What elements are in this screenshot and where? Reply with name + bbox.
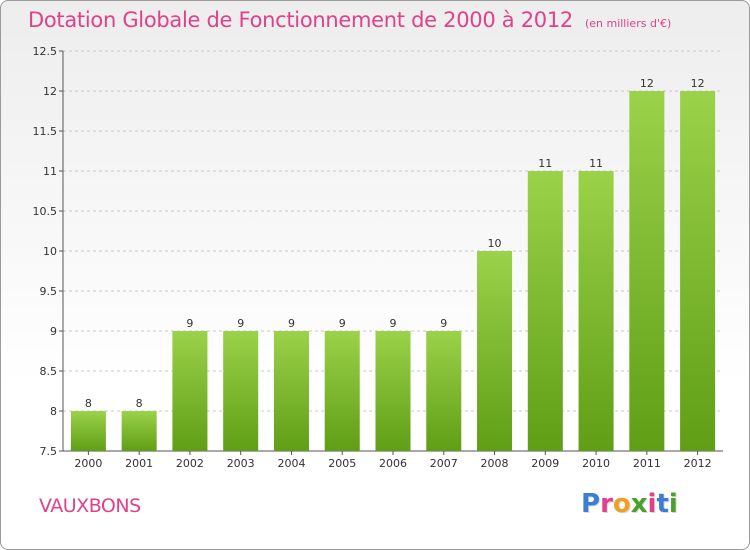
unit-note: (en milliers d'€)	[584, 17, 672, 30]
chart-title-text: Dotation Globale de Fonctionnement de 20…	[28, 8, 573, 32]
x-tick-label: 2001	[125, 457, 153, 470]
bar	[273, 331, 309, 451]
bar	[375, 331, 411, 451]
logo-letter: P	[581, 489, 601, 519]
y-tick-label: 11	[43, 165, 57, 178]
bar-value-label: 11	[538, 157, 552, 170]
bar	[629, 91, 665, 451]
bar	[70, 411, 106, 451]
x-tick-label: 2000	[74, 457, 102, 470]
y-tick-label: 8.5	[40, 365, 58, 378]
y-tick-label: 8	[50, 405, 57, 418]
x-tick-label: 2011	[633, 457, 661, 470]
x-tick-label: 2004	[277, 457, 305, 470]
logo-letter: t	[656, 489, 669, 519]
y-tick-label: 10.5	[33, 205, 58, 218]
y-tick-label: 7.5	[40, 445, 58, 458]
bar	[121, 411, 157, 451]
bar-value-label: 8	[85, 397, 92, 410]
x-tick-label: 2007	[430, 457, 458, 470]
y-tick-label: 12	[43, 85, 57, 98]
bar-value-label: 12	[640, 77, 654, 90]
y-tick-label: 12.5	[33, 45, 58, 58]
x-tick-label: 2009	[531, 457, 559, 470]
logo-letter: i	[647, 489, 657, 519]
x-tick-label: 2005	[328, 457, 356, 470]
bar-value-label: 9	[390, 317, 397, 330]
bar-value-label: 12	[691, 77, 705, 90]
x-tick-label: 2002	[176, 457, 204, 470]
bar	[223, 331, 259, 451]
bar-value-label: 10	[488, 237, 502, 250]
logo-letter: x	[630, 489, 648, 519]
x-tick-label: 2010	[582, 457, 610, 470]
bar	[426, 331, 462, 451]
y-tick-label: 9.5	[40, 285, 58, 298]
bar-value-label: 11	[589, 157, 603, 170]
bar	[578, 171, 614, 451]
bar-value-label: 9	[440, 317, 447, 330]
y-tick-label: 9	[50, 325, 57, 338]
logo-letter: o	[612, 489, 631, 519]
y-tick-label: 11.5	[33, 125, 58, 138]
logo-letter: r	[600, 489, 613, 519]
x-tick-label: 2003	[227, 457, 255, 470]
bar-value-label: 9	[186, 317, 193, 330]
proxiti-logo: Proxiti	[581, 489, 678, 519]
bar-value-label: 8	[136, 397, 143, 410]
bar-value-label: 9	[288, 317, 295, 330]
x-tick-label: 2006	[379, 457, 407, 470]
bar	[527, 171, 563, 451]
x-tick-label: 2008	[481, 457, 509, 470]
bar	[477, 251, 513, 451]
y-tick-label: 10	[43, 245, 57, 258]
chart-title: Dotation Globale de Fonctionnement de 20…	[28, 8, 671, 32]
bar	[172, 331, 208, 451]
bar-value-label: 9	[237, 317, 244, 330]
commune-name: VAUXBONS	[39, 495, 141, 517]
x-tick-label: 2012	[684, 457, 712, 470]
bar-value-label: 9	[339, 317, 346, 330]
bar	[680, 91, 716, 451]
bar	[324, 331, 360, 451]
logo-letter: i	[668, 489, 678, 519]
